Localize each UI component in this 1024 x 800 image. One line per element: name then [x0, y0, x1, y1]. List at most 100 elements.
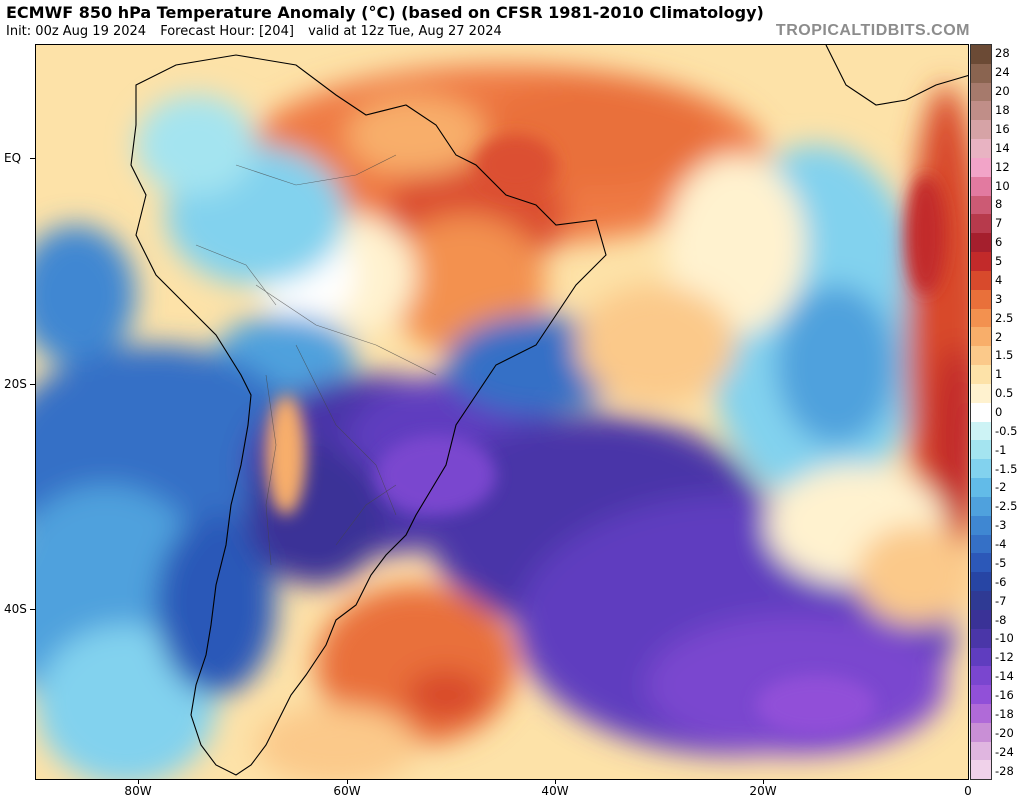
colorbar-label: 7	[995, 216, 1003, 231]
colorbar-segment	[971, 402, 991, 422]
lat-tick	[30, 384, 35, 385]
colorbar-label: -1.5	[995, 461, 1018, 476]
colorbar-segment	[971, 157, 991, 177]
colorbar-segment	[971, 63, 991, 83]
colorbar-label: -28	[995, 763, 1014, 778]
map-field	[36, 45, 968, 779]
lon-label-0: 0	[964, 784, 972, 798]
colorbar-label: -0.5	[995, 423, 1018, 438]
colorbar-label: -7	[995, 593, 1007, 608]
colorbar-label: 2.5	[995, 310, 1014, 325]
coastline	[130, 45, 968, 776]
colorbar-segment	[971, 139, 991, 158]
colorbar-segment	[971, 515, 991, 535]
colorbar-segment	[971, 383, 991, 403]
colorbar-label: 0	[995, 405, 1003, 419]
colorbar-segment	[971, 82, 991, 102]
colorbar-label: 16	[995, 121, 1010, 136]
colorbar-segment	[971, 722, 991, 742]
colorbar	[970, 44, 992, 780]
colorbar-label: -3	[995, 518, 1007, 533]
colorbar-segment	[971, 346, 991, 366]
colorbar-segment	[971, 478, 991, 497]
lat-label-20s: 20S	[4, 377, 27, 391]
colorbar-label: 5	[995, 254, 1003, 269]
colorbar-label: -18	[995, 706, 1014, 721]
colorbar-segment	[971, 591, 991, 610]
colorbar-segment	[971, 666, 991, 686]
colorbar-label: 12	[995, 159, 1010, 174]
colorbar-segment	[971, 252, 991, 271]
colorbar-label: -8	[995, 612, 1007, 627]
colorbar-label: 3	[995, 291, 1003, 306]
colorbar-label: 14	[995, 140, 1010, 155]
colorbar-segment	[971, 195, 991, 215]
lon-label-60w: 60W	[333, 784, 361, 798]
colorbar-segment	[971, 496, 991, 516]
colorbar-label: -20	[995, 725, 1014, 740]
colorbar-label: 6	[995, 235, 1003, 250]
country-borders	[195, 154, 437, 566]
colorbar-label: 1	[995, 367, 1003, 382]
colorbar-segment	[971, 572, 991, 592]
lat-label-eq: EQ	[4, 151, 22, 165]
colorbar-label: 20	[995, 84, 1010, 99]
colorbar-segment	[971, 365, 991, 384]
colorbar-label: 0.5	[995, 386, 1014, 401]
colorbar-segment	[971, 120, 991, 140]
colorbar-segment	[971, 101, 991, 121]
colorbar-segment	[971, 647, 991, 667]
colorbar-label: 4	[995, 272, 1003, 287]
colorbar-label: 24	[995, 65, 1010, 80]
colorbar-segment	[971, 553, 991, 573]
lon-label-20w: 20W	[749, 784, 777, 798]
colorbar-segment	[971, 703, 991, 723]
lon-tick	[555, 780, 556, 784]
colorbar-segment	[971, 270, 991, 290]
lon-tick	[138, 780, 139, 784]
colorbar-segment	[971, 685, 991, 704]
colorbar-segment	[971, 609, 991, 629]
colorbar-segment	[971, 233, 991, 253]
colorbar-label: -24	[995, 744, 1014, 759]
colorbar-segment	[971, 421, 991, 441]
valid-time: valid at 12z Tue, Aug 27 2024	[308, 24, 502, 39]
colorbar-label: 2	[995, 329, 1003, 344]
colorbar-label: -16	[995, 688, 1014, 703]
lat-tick	[30, 609, 35, 610]
colorbar-label: 28	[995, 46, 1010, 61]
lon-label-40w: 40W	[541, 784, 569, 798]
colorbar-label: -14	[995, 669, 1014, 684]
colorbar-label: -6	[995, 574, 1007, 589]
colorbar-label: 18	[995, 103, 1010, 118]
lon-tick	[347, 780, 348, 784]
colorbar-segment	[971, 628, 991, 648]
colorbar-label: -12	[995, 650, 1014, 665]
colorbar-label: -2	[995, 480, 1007, 495]
chart-title: ECMWF 850 hPa Temperature Anomaly (°C) (…	[6, 3, 764, 22]
lat-tick	[30, 158, 35, 159]
colorbar-segment	[971, 214, 991, 234]
colorbar-segment	[971, 459, 991, 479]
colorbar-segment	[971, 741, 991, 761]
lon-tick	[763, 780, 764, 784]
colorbar-label: 1.5	[995, 348, 1014, 363]
colorbar-label: -5	[995, 555, 1007, 570]
anomaly-map	[35, 44, 969, 780]
colorbar-segment	[971, 440, 991, 460]
lon-label-80w: 80W	[124, 784, 152, 798]
colorbar-label: 8	[995, 197, 1003, 212]
colorbar-segment	[971, 534, 991, 554]
init-time: Init: 00z Aug 19 2024	[6, 24, 147, 39]
colorbar-segment	[971, 760, 991, 780]
colorbar-label: -2.5	[995, 499, 1018, 514]
colorbar-segment	[971, 176, 991, 196]
colorbar-segment	[971, 327, 991, 347]
colorbar-segment	[971, 308, 991, 328]
colorbar-label: -10	[995, 631, 1014, 646]
watermark: TROPICALTIDBITS.COM	[775, 22, 970, 39]
colorbar-label: -4	[995, 537, 1007, 552]
colorbar-label: -1	[995, 442, 1007, 457]
colorbar-segment	[971, 45, 991, 64]
forecast-hour: Forecast Hour: [204]	[160, 24, 294, 39]
